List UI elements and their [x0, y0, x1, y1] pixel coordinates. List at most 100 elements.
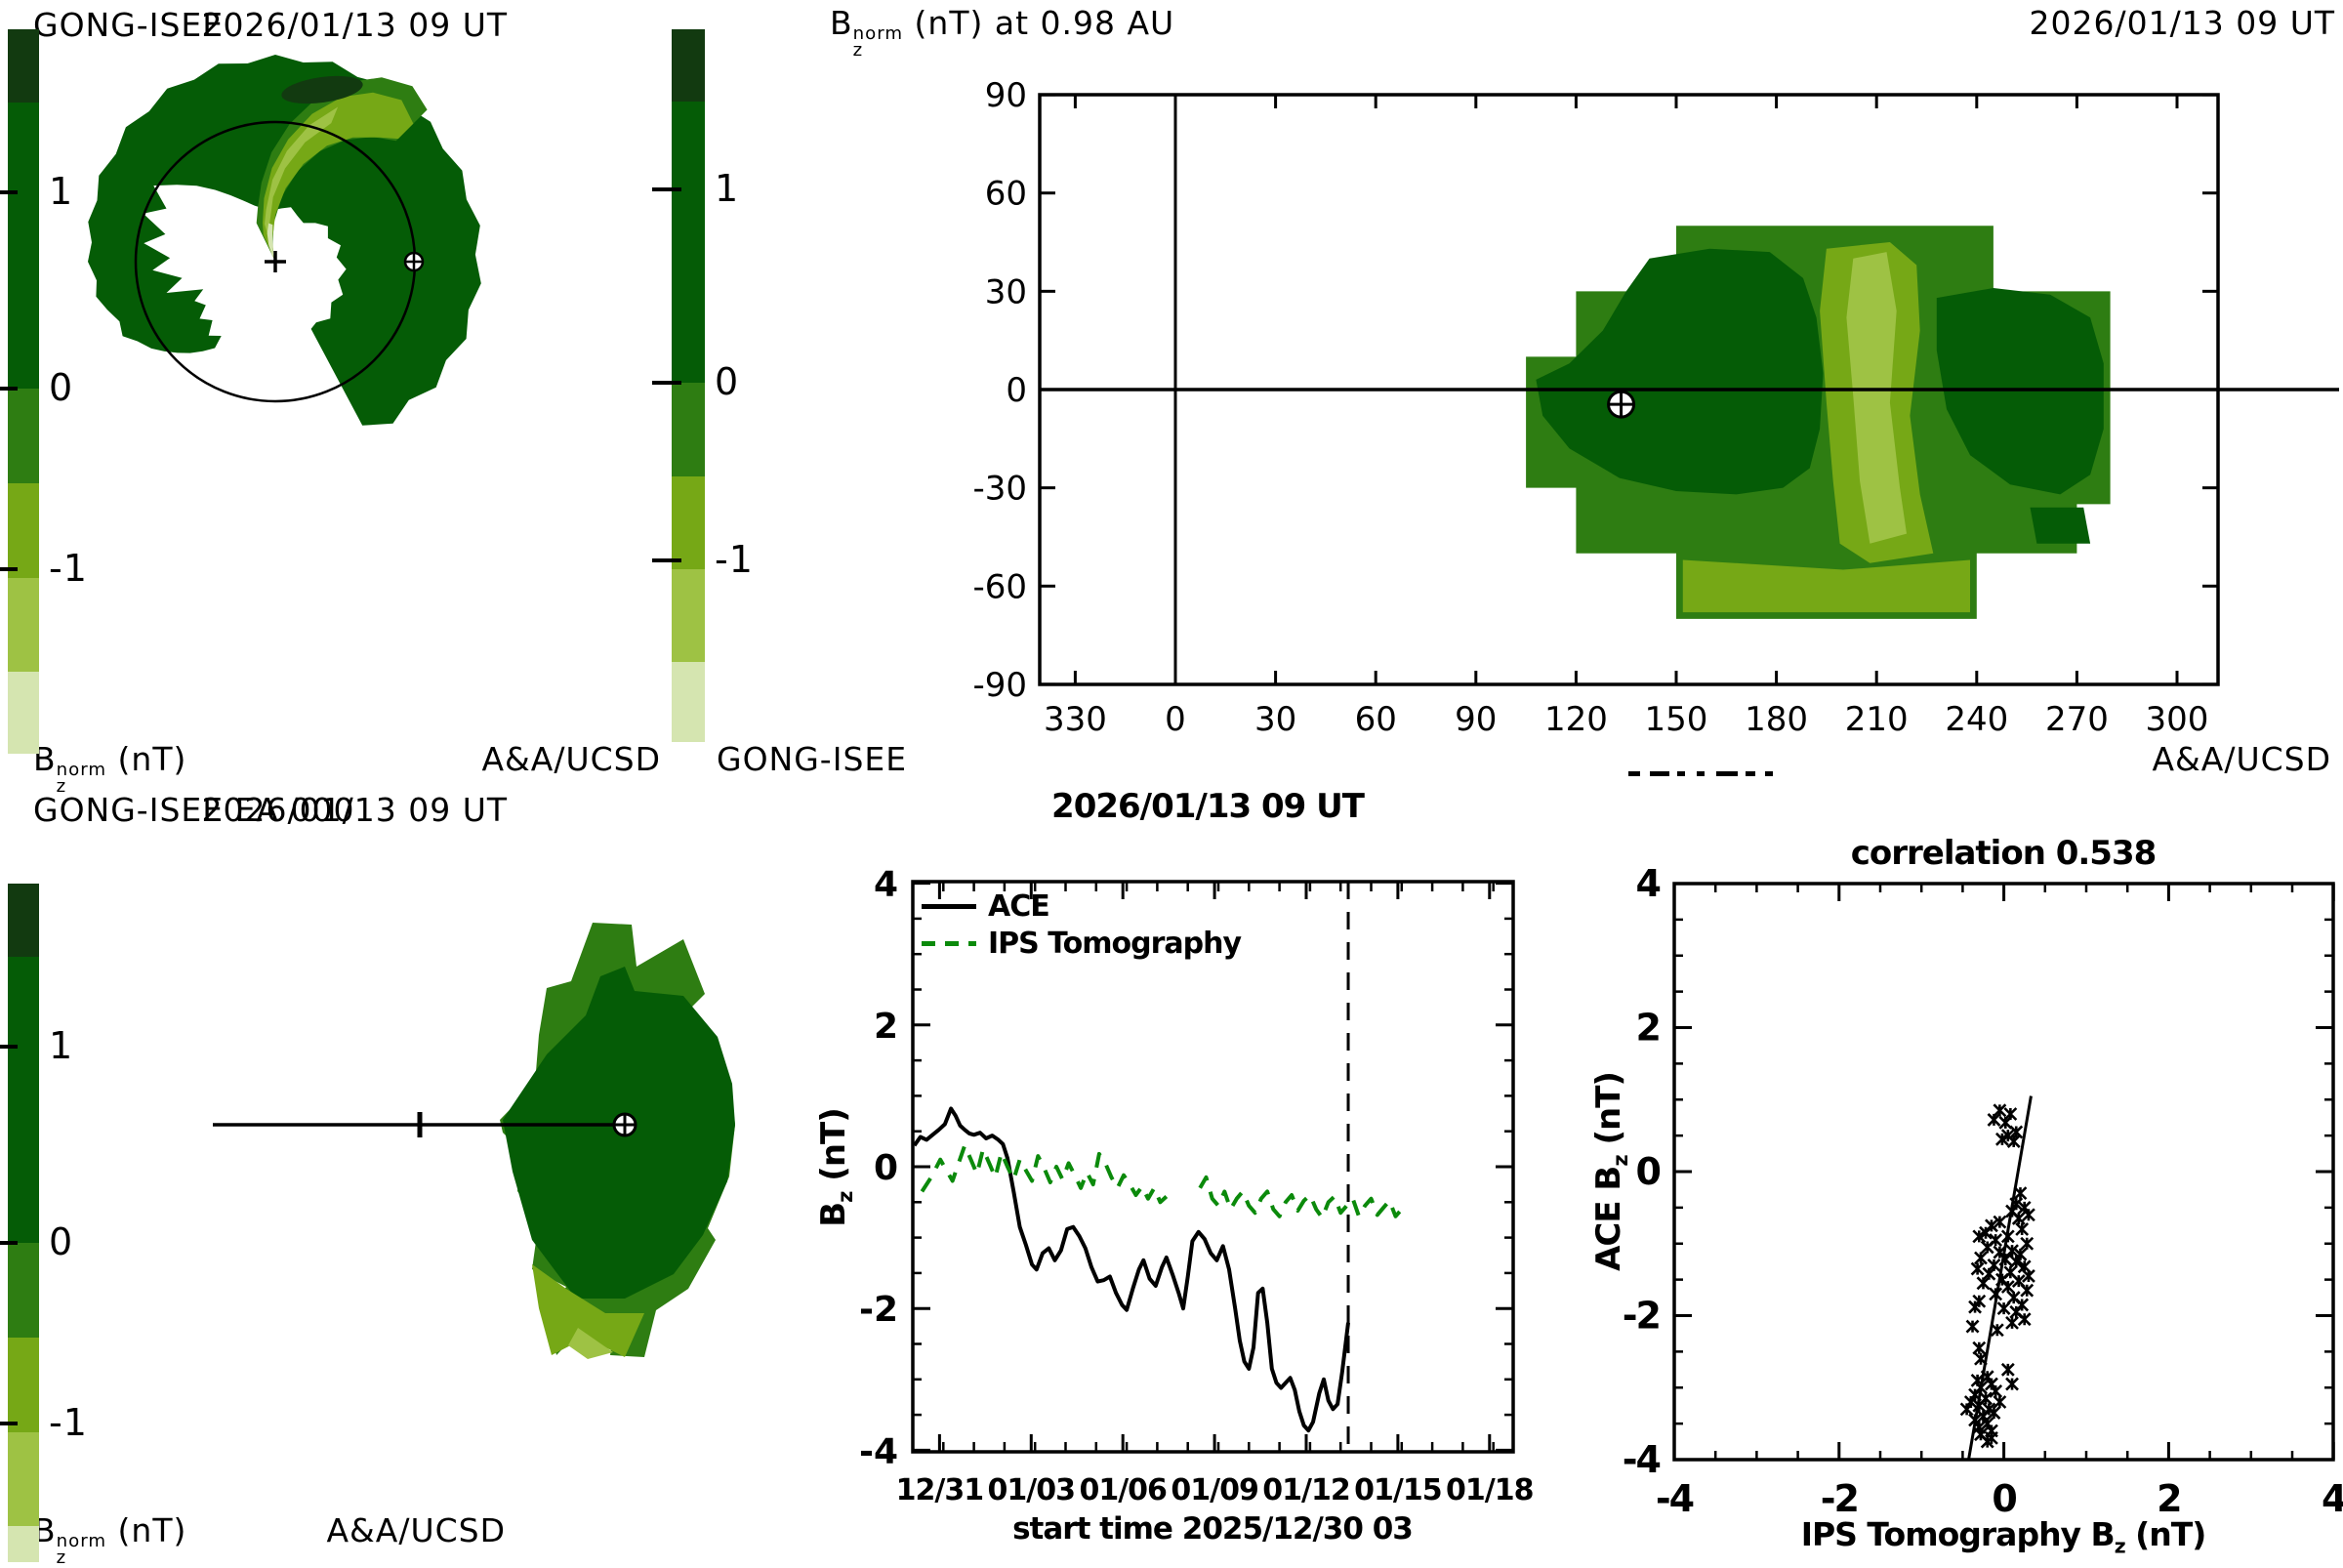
colorbar-tick	[0, 387, 18, 392]
y-tick-label: 4	[874, 865, 898, 905]
colorbar-segment	[8, 29, 39, 103]
x-tick-label: 300	[2146, 700, 2209, 739]
scatter-point	[2022, 1269, 2035, 1283]
x-tick-label: 4	[2322, 1477, 2343, 1520]
ace-curve	[913, 1106, 1350, 1433]
colorbar-segment	[8, 1526, 39, 1562]
colorbar-tick	[0, 189, 18, 194]
scatter-point	[2005, 1377, 2019, 1391]
x-tick-label: 01/03	[988, 1473, 1075, 1507]
clipped-text-artifact	[1716, 771, 1738, 776]
scatter-point	[2015, 1222, 2030, 1236]
ea-timestamp: 2026/01/13 09 UT	[201, 791, 508, 829]
contour-region	[532, 1264, 644, 1357]
contour-band	[1682, 559, 1970, 613]
legend-ace: ACE	[922, 888, 1050, 924]
ips-line-sample	[922, 940, 976, 946]
colorbar-segment	[672, 475, 705, 569]
map-title-sub: z	[852, 39, 864, 61]
sc-ylabel-sub: z	[1607, 1155, 1632, 1167]
colorbar-gradient	[672, 29, 705, 742]
colorbar-segment	[8, 1431, 39, 1527]
bz-sub: z	[56, 775, 67, 797]
sc-ylabel-base: ACE B	[1589, 1166, 1629, 1271]
clipped-text-artifact	[1677, 771, 1685, 776]
contour-region	[265, 106, 339, 241]
contour-band	[1846, 252, 1907, 544]
colorbar-segment	[672, 383, 705, 476]
y-tick-label: 30	[985, 272, 1027, 311]
colorbar-tick	[0, 1241, 18, 1246]
scatter-point	[1959, 1402, 1974, 1417]
colorbar-tick-label: -1	[49, 1400, 88, 1444]
colorbar: 1 0 -1	[648, 29, 765, 742]
ips-tomography-curve	[920, 1143, 1169, 1205]
colorbar-tick	[0, 566, 18, 571]
colorbar-segment	[8, 577, 39, 673]
map-title-stack: norm z	[852, 22, 904, 61]
scatter-point	[1980, 1240, 1994, 1255]
ips-tomography-curve	[1198, 1175, 1410, 1220]
contour-region	[267, 223, 274, 258]
scatter-plot: -4-4 -2 -2 0 0 2 2 4 4	[1623, 862, 2343, 1520]
ts-ylabel-unit: (nT)	[814, 1108, 854, 1192]
scatter-point	[2011, 1212, 2026, 1225]
scatter-point	[1985, 1430, 1998, 1445]
timeseries-plot: 12/31 01/03 01/06 01/09 01/12 01/15 01/18 4 2 0 -2…	[859, 865, 1535, 1507]
colorbar-segment	[8, 483, 39, 578]
carrington-map-plot: 330 0 30 60 90 120 150 180 210 240 270 3009060300-3…	[972, 76, 2339, 776]
scatter-point	[1987, 1112, 2001, 1127]
timeseries-ylabel: Bz (nT)	[814, 1108, 857, 1227]
colorbar-tick	[0, 1421, 18, 1425]
timeseries-axes-box	[911, 880, 1515, 1454]
sc-xlabel-base: IPS Tomography B	[1800, 1515, 2116, 1553]
x-tick-label: 01/15	[1354, 1473, 1441, 1507]
x-tick-label: 01/12	[1262, 1473, 1349, 1507]
legend-ips: IPS Tomography	[922, 926, 1242, 961]
y-tick-label: -30	[972, 470, 1027, 509]
scatter-title: correlation 0.538	[1850, 834, 2158, 873]
map-title-suffix: (nT) at 0.98 AU	[903, 4, 1175, 42]
bz-unit: (nT)	[106, 740, 187, 778]
scatter-point	[1974, 1351, 1988, 1366]
scatter-point	[1998, 1253, 2013, 1266]
clipped-text-artifact	[1765, 771, 1773, 776]
x-tick-label: 0	[1165, 700, 1186, 739]
scatter-point	[1974, 1251, 1988, 1265]
y-tick-label: 60	[985, 175, 1027, 214]
x-tick-label: 240	[1945, 700, 2008, 739]
colorbar-tick	[0, 1044, 18, 1049]
colorbar-tick	[652, 557, 681, 562]
fisheye-timestamp: 2026/01/13 09 UT	[201, 6, 508, 44]
scatter-xlabel: IPS Tomography Bz (nT)	[1710, 1515, 2296, 1558]
scatter-point	[1998, 1115, 2013, 1130]
map-title-sup: norm	[852, 22, 904, 44]
colorbar-segment	[672, 101, 705, 384]
scatter-point	[1987, 1406, 2001, 1420]
colorbar-segment	[8, 389, 39, 484]
y-tick-label: -4	[1623, 1438, 1661, 1481]
contour-band	[2030, 507, 2091, 544]
ea-credit: A&A/UCSD	[326, 1511, 506, 1549]
colorbar-segment	[8, 884, 39, 957]
colorbar-tick-label: 0	[715, 360, 740, 404]
scatter-point	[1972, 1341, 1987, 1355]
colorbar-segment	[672, 661, 705, 742]
colorbar-gradient	[8, 29, 39, 754]
colorbar-tick-label: 0	[49, 1220, 74, 1264]
clipped-text-artifact	[1628, 771, 1640, 776]
y-tick-label: 0	[1636, 1150, 1661, 1193]
x-tick-label: 120	[1544, 700, 1608, 739]
map-contours	[1526, 226, 2111, 619]
y-tick-label: 0	[1006, 371, 1027, 410]
colorbar-segment	[8, 956, 39, 1244]
ts-ylabel-sub: z	[832, 1191, 857, 1203]
colorbar-tick	[652, 381, 681, 386]
y-tick-label: -60	[972, 567, 1027, 606]
colorbar-segment	[8, 672, 39, 754]
scatter-ylabel: ACE Bz (nT)	[1589, 1072, 1632, 1271]
y-tick-label: -4	[859, 1431, 898, 1471]
fisheye-title: GONG-ISEE	[33, 6, 225, 44]
